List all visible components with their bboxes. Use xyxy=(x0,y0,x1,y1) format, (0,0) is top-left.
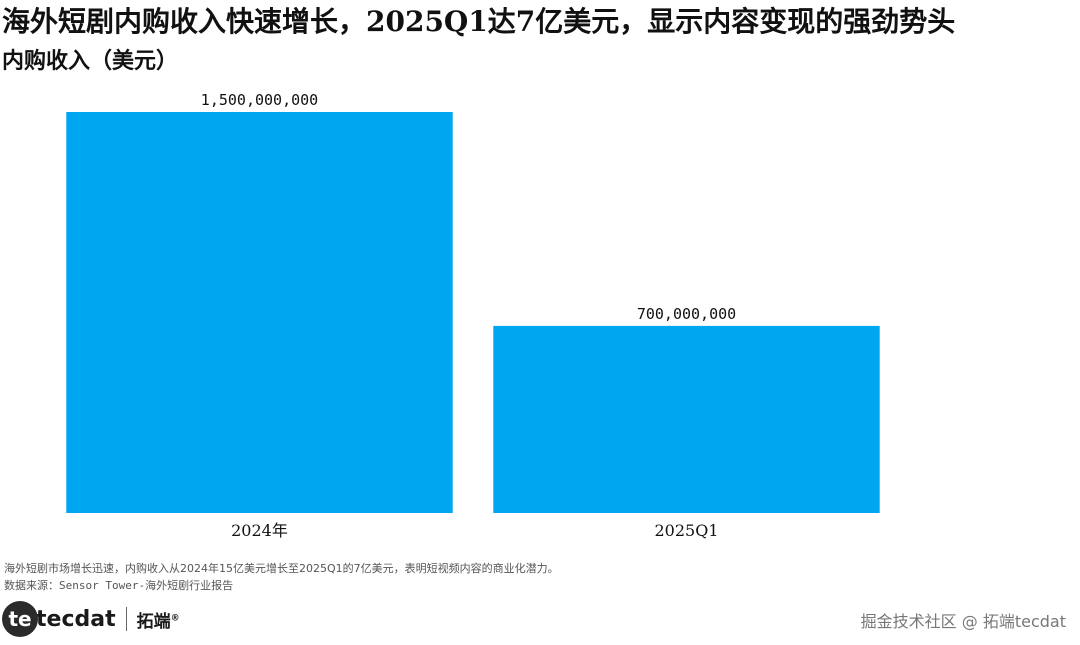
logo-chinese-name: 拓端® xyxy=(137,607,180,632)
chart-note: 海外短剧市场增长迅速，内购收入从2024年15亿美元增长至2025Q1的7亿美元… xyxy=(4,562,559,575)
logo-text: tecdat xyxy=(36,606,116,632)
bar-2 xyxy=(493,325,880,513)
logo-circle-icon: te xyxy=(2,601,38,637)
logo-divider xyxy=(125,607,127,631)
logo-wordmark: te tecdat xyxy=(2,601,116,637)
chart-subtitle: 内购收入（美元） xyxy=(2,48,179,74)
brand-logo: te tecdat 拓端® xyxy=(2,601,180,637)
chart-title: 海外短剧内购收入快速增长，2025Q1达7亿美元，显示内容变现的强劲势头 xyxy=(2,5,956,38)
bar-1 xyxy=(66,112,453,513)
bar-chart: 1,500,000,000 700,000,000 2024年 2025Q1 xyxy=(66,91,880,540)
logo-cn-text: 拓端 xyxy=(136,611,171,632)
watermark: 掘金技术社区 @ 拓端tecdat xyxy=(860,612,1066,631)
x-tick-label-2: 2025Q1 xyxy=(654,521,718,540)
chart-source: 数据来源：Sensor Tower-海外短剧行业报告 xyxy=(4,579,234,592)
registered-mark: ® xyxy=(170,612,180,623)
x-tick-labels-group: 2024年 2025Q1 xyxy=(231,521,718,540)
data-label-1: 1,500,000,000 xyxy=(201,91,318,109)
bars-group xyxy=(66,112,880,513)
data-label-2: 700,000,000 xyxy=(637,305,736,323)
data-labels-group: 1,500,000,000 700,000,000 xyxy=(201,91,736,323)
x-tick-label-1: 2024年 xyxy=(231,521,288,540)
